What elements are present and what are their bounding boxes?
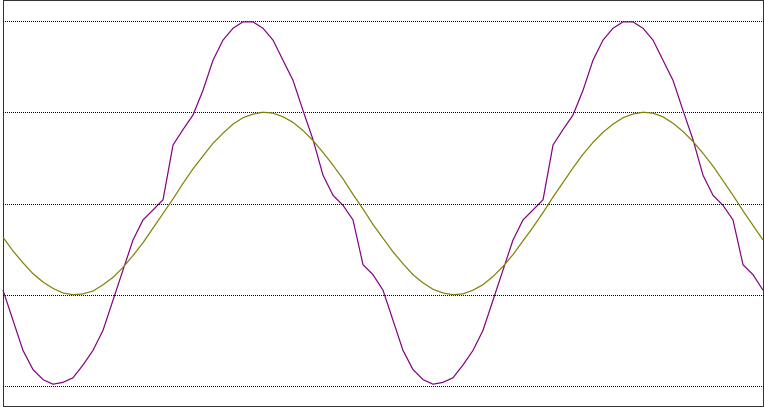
series-line xyxy=(2,111,764,296)
plot-frame xyxy=(3,0,764,407)
series-line xyxy=(2,21,764,385)
